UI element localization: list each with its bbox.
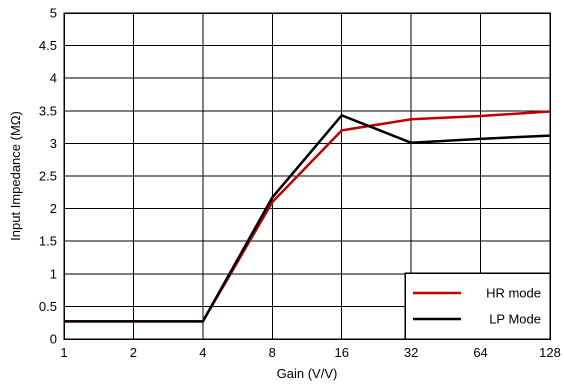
x-axis-label: Gain (V/V) [277,366,338,381]
y-tick-label: 3 [50,136,57,151]
y-tick-label: 0.5 [39,299,57,314]
x-tick-label: 8 [269,345,276,360]
y-tick-label: 4.5 [39,38,57,53]
series-line-lp-mode [64,113,551,323]
series-lines [64,110,551,323]
y-tick-label: 0 [50,332,57,347]
x-axis-ticks: 1 2 4 8 16 32 64 128 [60,345,560,360]
legend: HR mode LP Mode [404,272,551,340]
x-tick-label: 128 [539,345,561,360]
y-tick-label: 2.5 [39,169,57,184]
x-tick-label: 1 [60,345,67,360]
legend-box [404,272,551,340]
y-tick-label: 4 [50,71,57,86]
x-tick-label: 16 [334,345,348,360]
x-tick-label: 32 [404,345,418,360]
y-tick-label: 3.5 [39,103,57,118]
y-tick-label: 1.5 [39,234,57,249]
x-tick-label: 4 [199,345,206,360]
legend-label-lp-mode: LP Mode [489,312,541,327]
y-tick-label: 1 [50,266,57,281]
x-tick-label: 2 [130,345,137,360]
legend-items: HR mode LP Mode [413,286,541,327]
x-tick-label: 64 [473,345,487,360]
y-axis-label: Input Impedance (MΩ) [8,111,23,241]
plot-area-frame [63,12,551,340]
legend-label-hr-mode: HR mode [486,286,541,301]
y-axis-ticks: 0 0.5 1 1.5 2 2.5 3 3.5 4 4.5 5 [39,6,57,347]
y-tick-label: 5 [50,6,57,21]
y-tick-label: 2 [50,201,57,216]
